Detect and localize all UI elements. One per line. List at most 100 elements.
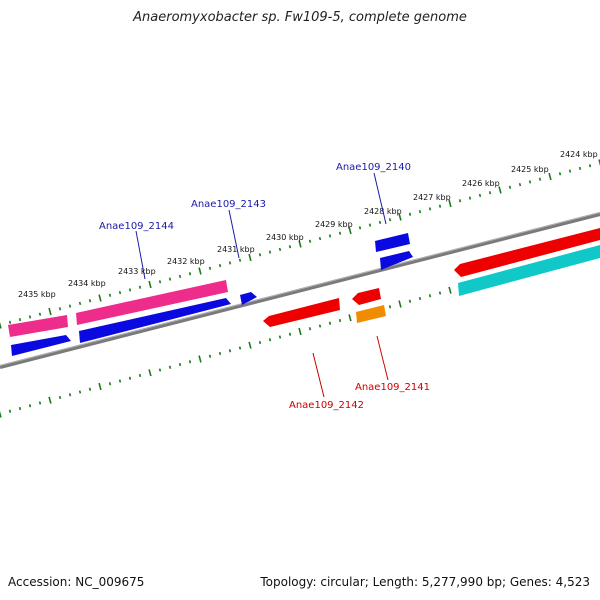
minor-tick [158,280,162,284]
minor-tick [38,401,42,405]
minor-tick [18,317,22,322]
gene-arrow-red[interactable] [454,228,600,277]
minor-tick [268,338,272,342]
major-tick [248,253,252,262]
upper-tick-track [0,159,600,329]
minor-tick [508,185,512,189]
major-tick [198,267,202,275]
minor-tick [568,169,572,173]
minor-tick [428,207,432,211]
minor-tick [238,258,242,262]
accession-text: Accession: NC_009675 [8,575,145,589]
minor-tick [208,266,212,270]
minor-tick [58,307,62,311]
minor-tick [468,196,472,200]
gene-arrow-blue[interactable] [11,335,71,356]
leader-line [373,172,387,225]
minor-tick [68,393,72,397]
major-tick [248,341,252,349]
minor-tick [308,327,312,331]
minor-tick [228,349,232,353]
minor-tick [88,387,92,391]
minor-tick [238,346,242,350]
major-tick [398,213,402,221]
minor-tick [208,354,212,358]
topology-text: Topology: circular; Length: 5,277,990 bp… [260,575,590,589]
leader-line [228,209,240,259]
minor-tick [488,191,492,195]
minor-tick [278,335,282,339]
minor-tick [78,301,82,306]
minor-tick [388,305,392,309]
gene-label-anae109-2143[interactable]: Anae109_2143 [191,199,266,210]
major-tick [0,321,2,329]
minor-tick [258,253,262,257]
major-tick [148,280,152,289]
scale-label: 2432 kbp [167,257,205,266]
minor-tick [218,263,222,268]
minor-tick [228,261,232,265]
major-tick [298,327,302,336]
minor-tick [188,360,192,364]
gene-arrow-magenta[interactable] [76,280,228,325]
minor-tick [118,290,122,295]
minor-tick [168,365,172,369]
minor-tick [28,315,32,319]
gene-label-anae109-2140[interactable]: Anae109_2140 [336,162,411,173]
major-tick [0,410,2,418]
gene-arrow-orange[interactable] [356,305,386,323]
minor-tick [278,247,282,252]
minor-tick [318,324,322,328]
minor-tick [288,245,292,249]
minor-tick [428,294,432,298]
label-leaders [135,172,389,398]
minor-tick [288,332,292,336]
minor-tick [518,182,522,187]
minor-tick [408,299,412,303]
leader-line [135,230,146,280]
gene-arrow-blue[interactable] [79,298,231,343]
gene-arrow-blue[interactable] [240,292,257,305]
genome-title: Anaeromyxobacter sp. Fw109-5, complete g… [133,10,467,25]
gene-label-anae109-2144[interactable]: Anae109_2144 [99,221,174,232]
major-tick [98,294,102,302]
gene-arrow-red[interactable] [263,298,340,327]
gene-arrow-cyan[interactable] [458,245,600,296]
minor-tick [558,172,562,176]
gene-arrow-magenta[interactable] [8,315,68,337]
gene-arrow-blue[interactable] [380,251,413,270]
minor-tick [8,320,12,324]
major-tick [548,172,552,181]
leader-line [376,335,389,381]
scale-label: 2427 kbp [413,193,451,202]
minor-tick [408,212,412,216]
minor-tick [328,234,332,238]
minor-tick [368,223,372,227]
minor-tick [478,193,482,198]
minor-tick [8,409,12,413]
minor-tick [328,321,332,325]
gene-arrow-red[interactable] [352,288,381,305]
minor-tick [18,406,22,411]
minor-tick [378,220,382,225]
major-tick [448,199,452,208]
genome-backbone-highlight [0,212,600,366]
leader-line [312,352,325,398]
minor-tick [118,379,122,383]
minor-tick [158,368,162,372]
minor-tick [418,209,422,214]
major-tick [498,186,502,194]
minor-tick [178,274,182,279]
genome-backbone [0,212,600,369]
gene-label-anae109-2142[interactable]: Anae109_2142 [289,400,364,411]
minor-tick [308,239,312,243]
scale-label: 2435 kbp [18,290,56,299]
minor-tick [128,376,132,380]
gene-arrow-blue[interactable] [375,233,410,252]
gene-label-anae109-2141[interactable]: Anae109_2141 [355,382,430,393]
scale-label: 2430 kbp [266,233,304,242]
minor-tick [88,299,92,303]
minor-tick [58,395,62,400]
